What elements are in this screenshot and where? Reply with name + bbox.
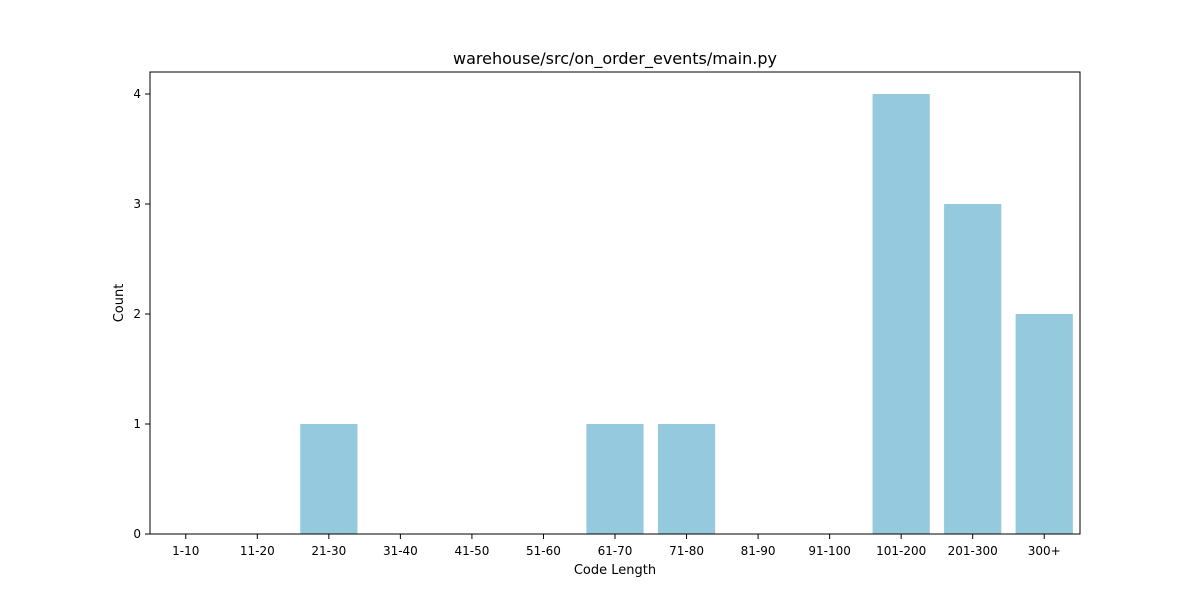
chart-title: warehouse/src/on_order_events/main.py <box>453 49 777 69</box>
bar-201-300 <box>944 204 1002 534</box>
bar-71-80 <box>657 424 716 534</box>
x-tick-label: 300+ <box>1028 544 1061 558</box>
x-tick-label: 91-100 <box>808 544 851 558</box>
x-tick-label: 81-90 <box>741 544 776 558</box>
x-tick-label: 201-300 <box>948 544 998 558</box>
x-tick-label: 41-50 <box>454 544 489 558</box>
x-tick-label: 61-70 <box>598 544 633 558</box>
y-tick-label: 1 <box>133 417 141 431</box>
x-tick-label: 51-60 <box>526 544 561 558</box>
plot-frame <box>149 71 1081 535</box>
y-ticks-group: 0 1 2 3 4 <box>133 87 150 541</box>
x-tick-label: 101-200 <box>876 544 926 558</box>
y-axis-label: Count <box>112 284 127 323</box>
y-tick-label: 4 <box>133 87 141 101</box>
x-ticks-group: 1-10 11-20 21-30 31-40 41-50 51-60 61-70 71-80 8… <box>172 534 1061 558</box>
y-tick-label: 3 <box>133 197 141 211</box>
x-tick-label: 1-10 <box>172 544 199 558</box>
y-tick-label: 0 <box>133 527 141 541</box>
x-axis-label: Code Length <box>574 563 656 578</box>
y-tick-label: 2 <box>133 307 141 321</box>
x-tick-label: 71-80 <box>669 544 704 558</box>
bar-21-30 <box>300 424 358 534</box>
bar-300+ <box>1015 314 1073 534</box>
bars-group <box>300 94 1073 534</box>
x-tick-label: 11-20 <box>240 544 275 558</box>
x-tick-label: 21-30 <box>311 544 346 558</box>
bar-61-70 <box>586 424 644 534</box>
bar-101-200 <box>872 94 930 534</box>
x-tick-label: 31-40 <box>383 544 418 558</box>
